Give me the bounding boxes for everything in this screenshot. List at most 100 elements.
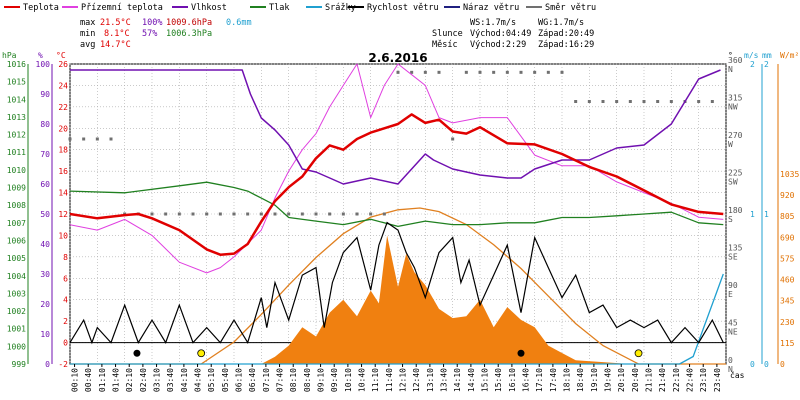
x-tick-label: 10:40 — [358, 368, 367, 392]
tick-hpa: 1010 — [7, 166, 26, 175]
tick-temp: 24 — [58, 81, 68, 90]
tick-dir-name: SW — [728, 178, 738, 187]
wind-direction-point — [177, 212, 181, 216]
tick-ms: 1 — [750, 210, 755, 219]
wind-direction-point — [205, 212, 209, 216]
tick-temp: 26 — [58, 60, 68, 69]
x-tick-label: 04:10 — [180, 368, 189, 392]
wind-direction-point — [656, 100, 660, 103]
x-tick-label: 13:10 — [426, 368, 435, 392]
x-tick-label: 11:10 — [371, 368, 380, 392]
tick-hpa: 1007 — [7, 219, 26, 228]
tick-temp: 6 — [63, 274, 68, 283]
wind-direction-point — [218, 212, 222, 216]
wind-direction-point — [150, 212, 154, 216]
tick-pct: 10 — [40, 330, 50, 339]
wind-direction-point — [601, 100, 605, 103]
tick-dir-name: W — [728, 140, 733, 149]
tick-temp: 16 — [58, 167, 68, 176]
wind-direction-point — [232, 212, 236, 216]
wind-direction-point — [410, 70, 414, 74]
series-line-sr-ky — [70, 273, 724, 365]
x-tick-label: 15:40 — [494, 368, 503, 392]
moonset-marker — [517, 349, 525, 357]
wind-direction-point — [82, 137, 86, 141]
x-tick-label: 21:40 — [658, 368, 667, 392]
tick-temp: 20 — [58, 124, 68, 133]
series-line-tlak — [69, 181, 724, 228]
tick-hpa: 1005 — [7, 254, 26, 263]
x-tick-label: 18:10 — [563, 368, 572, 392]
tick-temp: 22 — [58, 103, 68, 112]
legend-label-1: Přízemní teplota — [81, 3, 163, 13]
tick-mm: 2 — [764, 60, 769, 69]
x-tick-label: 14:10 — [453, 368, 462, 392]
tick-temp: 4 — [63, 296, 68, 305]
x-tick-label: 04:40 — [194, 368, 203, 392]
tick-hpa: 1008 — [7, 201, 26, 210]
tick-hpa: 1009 — [7, 184, 26, 193]
tick-hpa: 1015 — [7, 78, 26, 87]
wind-direction-point — [437, 70, 441, 74]
stats-min-label: min — [80, 29, 95, 39]
stats-avg-label: avg — [80, 40, 95, 50]
tick-dir-deg: 45 — [728, 319, 738, 328]
moon-set: Západ:16:29 — [538, 40, 594, 50]
series-line-teplota — [69, 113, 724, 256]
wind-direction-point — [273, 212, 277, 216]
wind-direction-point — [423, 70, 427, 74]
axis-unit-hpa: hPa — [2, 51, 17, 60]
tick-pct: 100 — [36, 60, 51, 69]
x-tick-label: 10:10 — [344, 368, 353, 392]
x-tick-label: 06:40 — [248, 368, 257, 392]
tick-wm: 805 — [780, 212, 795, 221]
tick-ms: 0 — [750, 360, 755, 369]
stats-max-press: 1009.6hPa — [166, 18, 212, 28]
tick-hpa: 1002 — [7, 307, 26, 316]
wind-direction-point — [314, 212, 318, 216]
wind-direction-point — [341, 212, 345, 216]
x-tick-label: 01:40 — [112, 368, 121, 392]
tick-pct: 20 — [40, 300, 50, 309]
tick-wm: 0 — [780, 360, 785, 369]
tick-ms: 2 — [750, 60, 755, 69]
tick-wm: 1035 — [780, 170, 799, 179]
wind-direction-point — [369, 212, 373, 216]
stats-min-temp: 8.1°C — [104, 29, 130, 39]
x-tick-label: 02:40 — [139, 368, 148, 392]
wind-direction-point — [246, 212, 250, 216]
legend-label-3: Tlak — [269, 3, 289, 13]
tick-hpa: 1003 — [7, 289, 26, 298]
x-tick-label: 16:40 — [522, 368, 531, 392]
moonrise-marker — [133, 349, 141, 357]
sunrise-marker — [197, 349, 206, 358]
tick-mm: 1 — [764, 210, 769, 219]
wind-direction-point — [478, 70, 482, 74]
sunset-marker — [634, 349, 643, 358]
tick-dir-name: N — [728, 65, 733, 74]
legend-label-2: Vlhkost — [191, 3, 227, 13]
stats-min-hum: 57% — [142, 29, 157, 39]
wind-direction-point — [191, 212, 195, 216]
sun-label: Slunce — [432, 29, 463, 39]
x-tick-label: 03:40 — [166, 368, 175, 392]
x-tick-label: 23:10 — [699, 368, 708, 392]
tick-dir-deg: 180 — [728, 206, 743, 215]
tick-pct: 50 — [40, 210, 50, 219]
tick-temp: 2 — [63, 317, 68, 326]
axis-unit-wm: W/m² — [780, 51, 799, 60]
axis-unit-ms: m/s — [744, 51, 759, 60]
x-tick-label: 22:10 — [672, 368, 681, 392]
x-tick-label: 01:10 — [98, 368, 107, 392]
wind-direction-point — [451, 137, 455, 141]
x-tick-label: 08:10 — [289, 368, 298, 392]
series-line-vlhkost — [70, 69, 721, 185]
tick-dir-name: NE — [728, 328, 738, 337]
stats-max-label: max — [80, 18, 95, 28]
tick-dir-deg: 270 — [728, 131, 743, 140]
tick-dir-name: S — [728, 215, 733, 224]
tick-wm: 230 — [780, 318, 795, 327]
sun-rise: Východ:04:49 — [470, 29, 531, 39]
wind-direction-point — [396, 70, 400, 74]
